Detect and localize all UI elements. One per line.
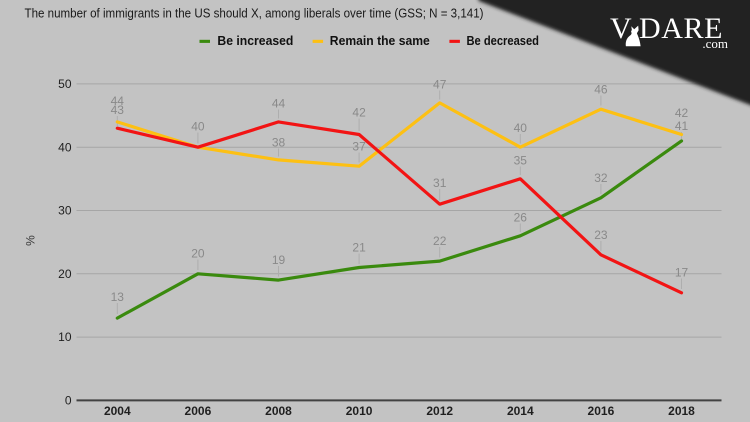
svg-text:44: 44: [272, 97, 286, 111]
svg-text:2008: 2008: [265, 404, 292, 418]
svg-text:.com: .com: [702, 36, 728, 51]
svg-text:10: 10: [58, 330, 72, 344]
svg-text:32: 32: [594, 171, 608, 185]
svg-text:Remain the same: Remain the same: [330, 33, 430, 48]
svg-text:2014: 2014: [507, 404, 534, 418]
svg-text:30: 30: [58, 204, 72, 218]
svg-text:21: 21: [352, 241, 366, 255]
svg-text:47: 47: [433, 78, 447, 92]
svg-text:43: 43: [111, 103, 125, 117]
svg-text:17: 17: [675, 266, 689, 280]
svg-text:50: 50: [58, 77, 72, 91]
svg-text:%: %: [23, 235, 37, 246]
svg-text:20: 20: [191, 247, 205, 261]
svg-text:The number of immigrants in th: The number of immigrants in the US shoul…: [25, 6, 484, 21]
svg-text:Be increased: Be increased: [217, 33, 293, 48]
svg-text:2012: 2012: [426, 404, 453, 418]
svg-text:20: 20: [58, 267, 72, 281]
svg-text:42: 42: [675, 106, 689, 120]
svg-text:0: 0: [65, 394, 72, 408]
svg-text:V: V: [610, 12, 632, 45]
svg-text:13: 13: [111, 290, 125, 304]
svg-text:40: 40: [191, 120, 205, 134]
svg-text:2004: 2004: [104, 404, 131, 418]
svg-text:2016: 2016: [588, 404, 615, 418]
svg-text:22: 22: [433, 234, 447, 248]
svg-text:41: 41: [675, 119, 689, 133]
svg-text:44: 44: [111, 94, 125, 108]
svg-text:38: 38: [272, 136, 286, 150]
svg-text:19: 19: [272, 253, 286, 267]
svg-text:40: 40: [514, 121, 528, 135]
svg-text:26: 26: [514, 211, 528, 225]
svg-text:2018: 2018: [668, 404, 695, 418]
svg-text:DARE: DARE: [639, 12, 723, 45]
svg-text:46: 46: [594, 83, 608, 97]
svg-text:2010: 2010: [346, 404, 373, 418]
svg-text:40: 40: [58, 140, 72, 154]
svg-text:23: 23: [594, 228, 608, 242]
svg-text:37: 37: [352, 140, 366, 154]
svg-text:35: 35: [514, 154, 528, 168]
svg-text:42: 42: [352, 106, 366, 120]
svg-text:31: 31: [433, 176, 447, 190]
svg-text:Be decreased: Be decreased: [467, 33, 540, 48]
svg-text:2006: 2006: [185, 404, 212, 418]
